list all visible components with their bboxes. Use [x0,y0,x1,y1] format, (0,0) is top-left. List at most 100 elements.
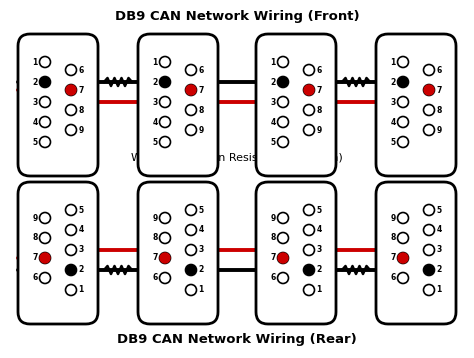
Circle shape [185,285,197,295]
Text: 1: 1 [79,285,84,295]
Circle shape [159,272,171,284]
Circle shape [277,213,289,223]
Text: 9: 9 [199,126,204,135]
Circle shape [40,253,50,263]
Text: 6: 6 [199,66,204,74]
Text: 4: 4 [390,117,395,126]
Text: 1: 1 [317,285,322,295]
Circle shape [303,64,315,76]
Circle shape [277,272,289,284]
Text: 6: 6 [79,66,84,74]
Text: 2: 2 [270,77,275,87]
Text: 5: 5 [199,205,204,214]
Circle shape [39,232,51,243]
Text: 2: 2 [437,266,442,275]
Circle shape [185,265,197,276]
Text: 2: 2 [152,77,157,87]
Circle shape [39,97,51,107]
Text: 7: 7 [152,253,157,262]
Circle shape [303,204,315,216]
Text: 9: 9 [152,213,157,223]
Text: 8: 8 [79,106,84,115]
Text: 8: 8 [152,233,157,242]
Circle shape [278,77,288,87]
Text: 7: 7 [317,86,322,95]
Text: 1: 1 [270,58,275,67]
Circle shape [398,272,409,284]
Circle shape [185,224,197,236]
Circle shape [424,265,434,275]
Text: 7: 7 [437,86,442,95]
Circle shape [159,77,171,87]
Text: 4: 4 [270,117,275,126]
Circle shape [39,116,51,127]
Text: 1: 1 [390,58,395,67]
Text: 3: 3 [437,246,442,255]
Text: 1: 1 [437,285,442,295]
Circle shape [303,84,315,96]
Text: 8: 8 [199,106,204,115]
Circle shape [423,245,435,256]
Circle shape [39,57,51,68]
Circle shape [423,285,435,295]
Text: 9: 9 [437,126,442,135]
FancyBboxPatch shape [138,34,218,176]
Text: 1: 1 [152,58,157,67]
Text: 9: 9 [270,213,275,223]
Circle shape [303,265,315,276]
Text: 8: 8 [437,106,442,115]
Circle shape [303,125,315,135]
Text: 2: 2 [390,77,395,87]
Circle shape [65,64,76,76]
Circle shape [65,245,76,256]
Text: 5: 5 [32,137,37,146]
Circle shape [423,265,435,276]
Text: 3: 3 [79,246,84,255]
Circle shape [423,64,435,76]
Circle shape [424,85,434,95]
Circle shape [303,105,315,116]
Text: 2: 2 [32,77,37,87]
Text: DB9 CAN Network Wiring (Front): DB9 CAN Network Wiring (Front) [115,10,359,23]
Text: 6: 6 [437,66,442,74]
Text: 5: 5 [391,137,395,146]
FancyBboxPatch shape [256,34,336,176]
Circle shape [186,265,196,275]
Circle shape [277,116,289,127]
Circle shape [39,77,51,87]
FancyBboxPatch shape [18,34,98,176]
Circle shape [185,125,197,135]
Text: 7: 7 [32,253,37,262]
Circle shape [398,253,408,263]
Circle shape [159,213,171,223]
Circle shape [65,265,76,276]
Circle shape [39,272,51,284]
FancyBboxPatch shape [376,182,456,324]
Circle shape [160,77,170,87]
Circle shape [159,116,171,127]
Circle shape [39,213,51,223]
Text: 7: 7 [270,253,275,262]
Text: 3: 3 [390,97,395,106]
Text: 3: 3 [270,97,275,106]
Circle shape [160,253,170,263]
Circle shape [185,84,197,96]
Circle shape [303,224,315,236]
Text: 4: 4 [437,226,442,234]
Text: 5: 5 [317,205,322,214]
FancyBboxPatch shape [376,34,456,176]
Circle shape [65,285,76,295]
Circle shape [423,105,435,116]
Text: 9: 9 [317,126,322,135]
Circle shape [303,285,315,295]
Circle shape [398,97,409,107]
Circle shape [423,125,435,135]
Text: 6: 6 [270,274,275,282]
FancyBboxPatch shape [138,182,218,324]
Circle shape [185,245,197,256]
Circle shape [65,224,76,236]
Text: 7: 7 [199,86,204,95]
Circle shape [159,252,171,263]
Circle shape [159,136,171,147]
Text: 7: 7 [390,253,395,262]
